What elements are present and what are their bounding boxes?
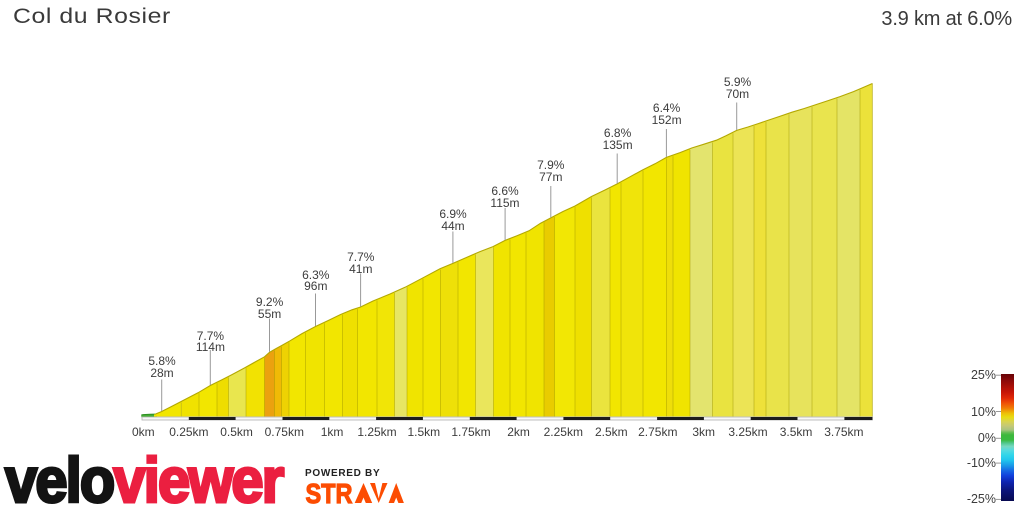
svg-text:STR: STR: [306, 479, 353, 509]
svg-text:veloviewer: veloviewer: [5, 445, 284, 512]
